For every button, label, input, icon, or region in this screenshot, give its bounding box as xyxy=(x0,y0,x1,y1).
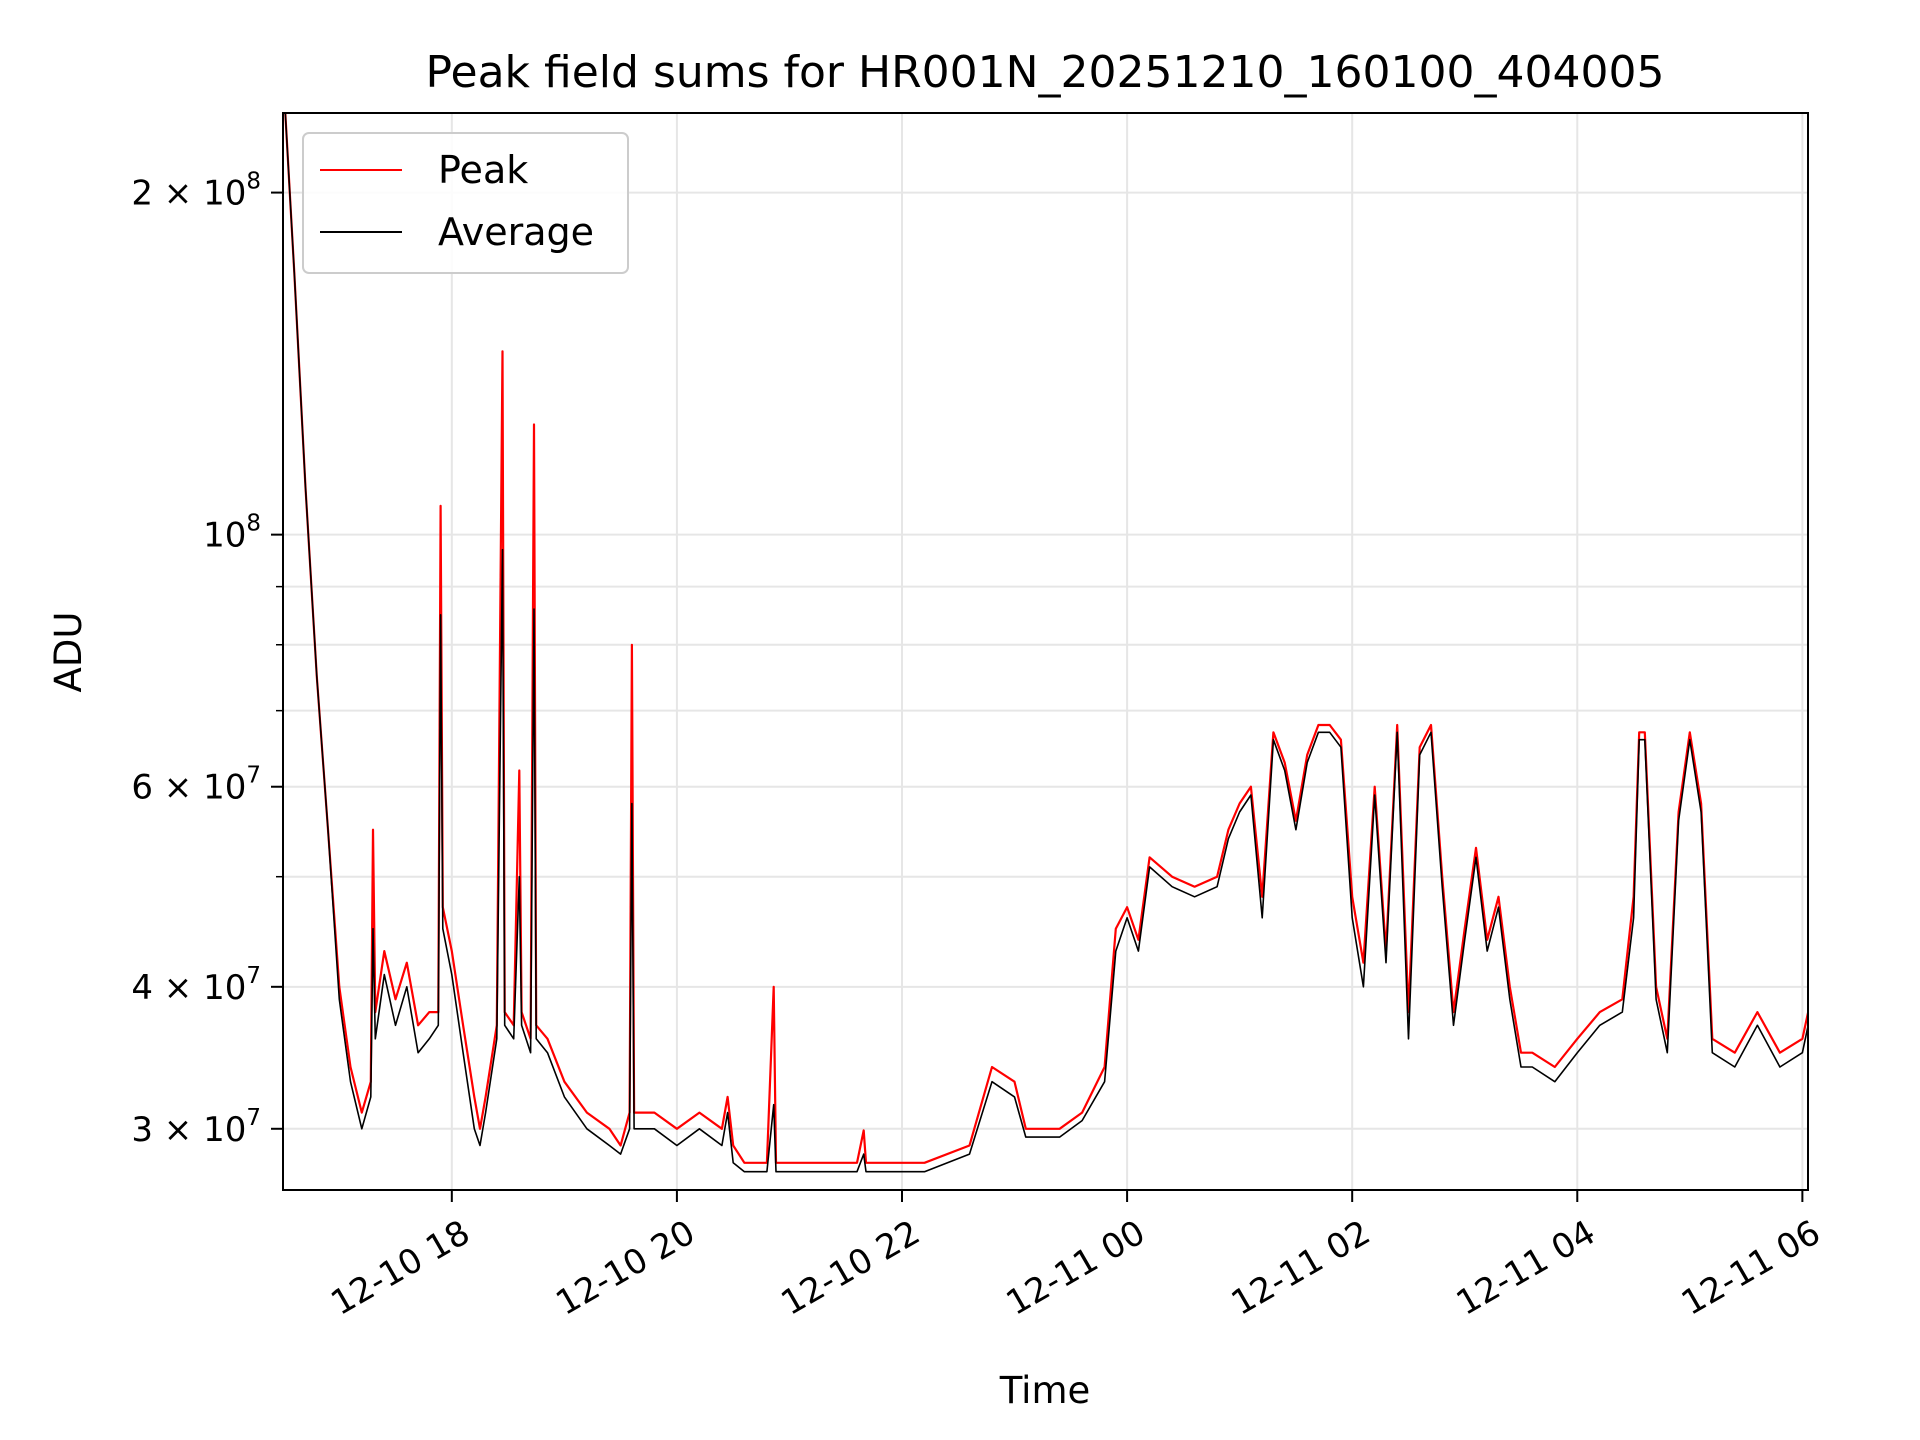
chart-title: Peak field sums for HR001N_20251210_1601… xyxy=(426,47,1665,98)
legend-average-label: Average xyxy=(438,210,594,254)
plot-frame xyxy=(282,112,1809,1191)
y-tick-exponent: 8 xyxy=(246,169,261,195)
y-tick-times: × 10 xyxy=(153,1110,246,1150)
y-tick-exponent: 7 xyxy=(246,963,261,989)
y-tick-mantissa: 6 xyxy=(131,768,153,808)
y-tick-times: × 10 xyxy=(153,174,246,214)
y-tick-mantissa: 2 xyxy=(131,174,153,214)
grid xyxy=(283,113,1808,1190)
y-tick-times: × 10 xyxy=(153,768,246,808)
legend-box xyxy=(302,132,629,274)
y-tick-label: 4 × 107 xyxy=(131,963,261,1008)
x-axis-label: Time xyxy=(999,1369,1091,1412)
series-line-peak xyxy=(284,113,1808,1164)
y-tick-base: 10 xyxy=(203,516,246,556)
y-tick-exponent: 7 xyxy=(246,1105,261,1131)
legend: Peak Average xyxy=(302,132,629,274)
legend-peak-label: Peak xyxy=(438,148,528,192)
y-tick-mantissa: 4 xyxy=(131,968,153,1008)
y-tick-label: 3 × 107 xyxy=(131,1105,261,1150)
y-tick-mantissa: 3 xyxy=(131,1110,153,1150)
y-tick-times: × 10 xyxy=(153,968,246,1008)
y-tick-label: 6 × 107 xyxy=(131,763,261,808)
y-tick-exponent: 7 xyxy=(246,763,261,789)
y-tick-label: 2 × 108 xyxy=(131,169,261,214)
y-tick-label: 108 xyxy=(203,511,261,556)
y-axis-label: ADU xyxy=(47,612,90,693)
series-line-average xyxy=(284,113,1808,1173)
y-tick-exponent: 8 xyxy=(246,511,261,537)
plot-area xyxy=(284,113,1808,1173)
